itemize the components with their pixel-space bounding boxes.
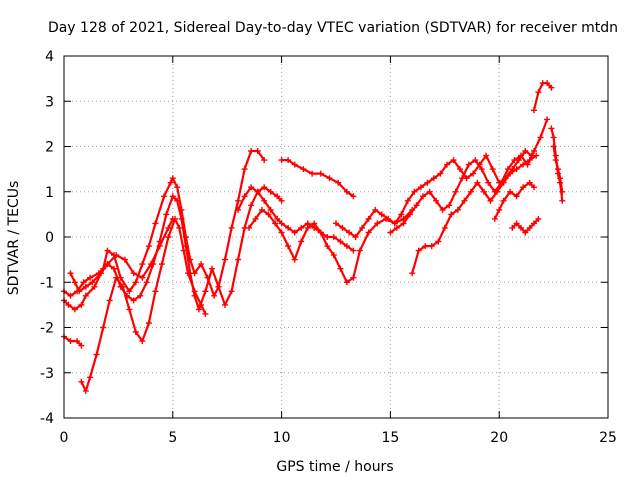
y-tick-label: 3	[45, 94, 54, 110]
series-track-11	[409, 152, 540, 277]
series-track-16	[550, 143, 566, 195]
x-tick-label: 15	[381, 430, 399, 446]
plus-markers	[509, 215, 542, 236]
y-tick-label: 0	[45, 230, 54, 246]
plus-markers	[531, 80, 555, 114]
plus-markers	[278, 157, 357, 200]
series-track-1	[61, 148, 268, 313]
series-line	[334, 149, 533, 239]
series-line	[411, 154, 538, 275]
series-track-7	[278, 157, 357, 200]
series-line	[247, 208, 414, 284]
plus-markers	[491, 179, 537, 222]
y-tick-label: 2	[45, 140, 54, 156]
series-track-5	[67, 215, 176, 295]
series-line	[280, 159, 355, 198]
plus-markers	[67, 215, 176, 295]
y-tick-label: -3	[40, 366, 54, 382]
series-line	[62, 149, 266, 311]
y-tick-label: 4	[45, 49, 54, 65]
plus-markers	[61, 333, 85, 349]
y-tick-label: 1	[45, 185, 54, 201]
series-track-14	[531, 80, 555, 114]
x-tick-label: 0	[60, 430, 69, 446]
y-tick-label: -1	[40, 275, 54, 291]
plus-markers	[550, 143, 566, 195]
plus-markers	[61, 148, 268, 313]
series-track-6	[235, 184, 357, 254]
data-series	[61, 80, 566, 394]
series-track-12	[491, 179, 537, 222]
axis-ticks: 0 5 10 15 20 25 -4 -3 -2 -1 0 1 2 3 4	[40, 49, 617, 446]
series-track-4	[61, 333, 85, 349]
plus-markers	[333, 148, 535, 240]
series-track-13	[509, 215, 542, 236]
y-tick-label: -2	[40, 321, 54, 337]
x-tick-label: 25	[599, 430, 617, 446]
chart-title: Day 128 of 2021, Sidereal Day-to-day VTE…	[48, 20, 618, 36]
series-track-9	[333, 148, 535, 240]
x-tick-label: 5	[168, 430, 177, 446]
plot-frame	[63, 55, 609, 419]
series-line	[80, 217, 207, 392]
plus-markers	[409, 152, 540, 277]
y-tick-label: -4	[40, 411, 54, 427]
series-line	[493, 181, 536, 220]
series-line	[62, 335, 83, 347]
plus-markers	[78, 215, 209, 394]
y-axis-label: SDTVAR / TECUs	[6, 181, 22, 296]
plus-markers	[235, 184, 357, 254]
x-tick-label: 20	[490, 430, 508, 446]
series-track-3	[78, 215, 209, 394]
x-axis-label: GPS time / hours	[276, 459, 393, 475]
x-tick-label: 10	[273, 430, 291, 446]
